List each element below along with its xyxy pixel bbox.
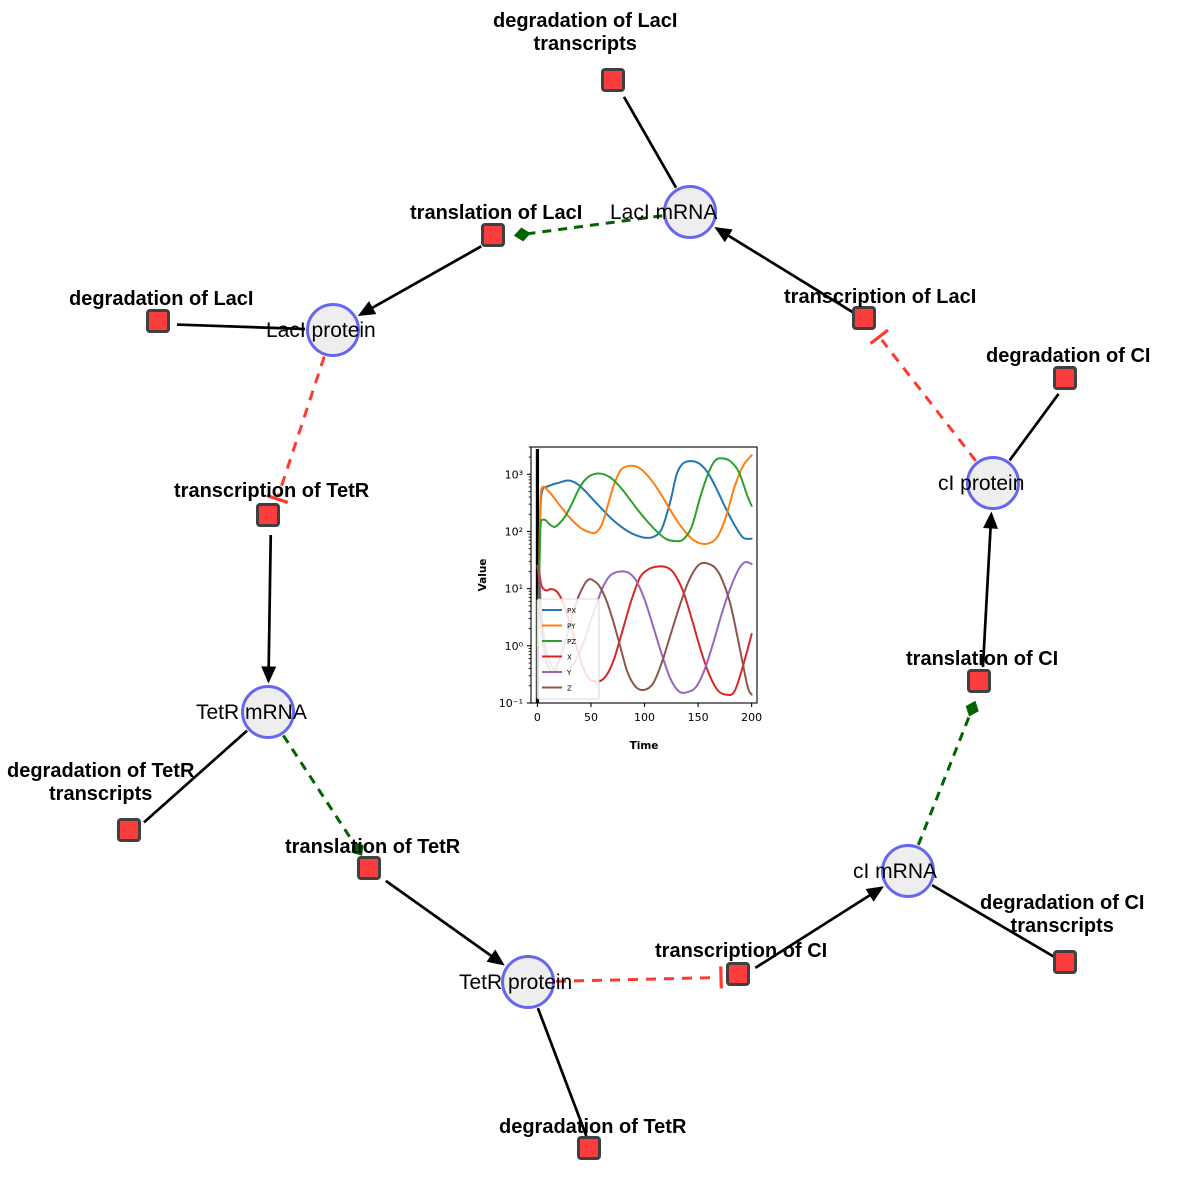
edge-transcription_laci-to-laci_mrna <box>714 226 854 314</box>
y-tick-label: 10⁻¹ <box>499 697 523 710</box>
transition-node-transcription_tetr[interactable] <box>256 503 280 527</box>
transition-node-translation_laci[interactable] <box>481 223 505 247</box>
edge-tetr_protein-to-transcription_ci <box>555 966 723 989</box>
transition-label-deg_tetr: degradation of TetR <box>499 1116 687 1138</box>
transition-label-deg_laci_transcripts: degradation of LacI transcripts <box>493 10 678 55</box>
edge-translation_tetr-to-tetr_protein <box>385 879 505 966</box>
legend-label-PX: PX <box>567 607 576 615</box>
transition-node-deg_laci[interactable] <box>146 309 170 333</box>
x-tick-label: 200 <box>741 711 762 724</box>
chart-legend: PX PY PZ XYZ <box>536 598 600 700</box>
x-tick-label: 0 <box>534 711 541 724</box>
place-node-tetr_mrna[interactable] <box>241 685 295 739</box>
transition-label-deg_ci_transcripts: degradation of CI transcripts <box>980 892 1145 937</box>
y-tick-label: 10³ <box>505 468 523 481</box>
edge-translation_laci-to-laci_protein <box>357 245 482 316</box>
transition-label-transcription_tetr: transcription of TetR <box>174 480 370 502</box>
series-line-PX <box>536 460 753 647</box>
place-node-tetr_protein[interactable] <box>501 955 555 1009</box>
transition-label-translation_ci: translation of CI <box>906 648 1059 670</box>
x-tick-label: 150 <box>688 711 709 724</box>
transition-node-deg_tetr_transcripts[interactable] <box>117 818 141 842</box>
transition-label-deg_tetr_transcripts: degradation of TetR transcripts <box>7 760 195 805</box>
y-tick-label: 10² <box>505 525 523 538</box>
transition-node-deg_ci[interactable] <box>1053 366 1077 390</box>
legend-label-PY: PY <box>567 623 576 631</box>
edge-laci_mrna-to-deg_laci_transcripts <box>622 96 678 189</box>
legend-label-PZ: PZ <box>567 638 576 646</box>
edge-ci_mrna-to-translation_ci <box>916 700 979 846</box>
x-tick-label: 100 <box>634 711 655 724</box>
edge-tetr_mrna-to-deg_tetr_transcripts <box>143 729 248 824</box>
x-axis-title: Time <box>630 740 659 752</box>
edge-ci_mrna-to-deg_ci_transcripts <box>931 884 1055 959</box>
transition-label-deg_ci: degradation of CI <box>986 345 1151 367</box>
place-label-ci_protein: cI protein <box>938 472 1025 495</box>
y-tick-label: 10¹ <box>505 583 523 596</box>
transition-label-transcription_laci: transcription of LacI <box>784 286 977 308</box>
transition-label-deg_laci: degradation of LacI <box>69 288 254 310</box>
edge-ci_protein-to-deg_ci <box>1008 393 1060 462</box>
legend-label-Z: Z <box>567 685 572 693</box>
transition-node-transcription_ci[interactable] <box>726 962 750 986</box>
legend-label-X: X <box>567 654 572 662</box>
transition-label-transcription_ci: transcription of CI <box>655 940 828 962</box>
edge-transcription_ci-to-ci_mrna <box>754 886 884 970</box>
transition-node-transcription_laci[interactable] <box>852 306 876 330</box>
place-node-ci_protein[interactable] <box>966 456 1020 510</box>
edge-tetr_protein-to-deg_tetr <box>536 1007 588 1137</box>
place-node-laci_protein[interactable] <box>306 303 360 357</box>
edge-ci_protein-to-transcription_laci <box>869 328 977 462</box>
x-tick-label: 50 <box>584 711 598 724</box>
legend-label-Y: Y <box>566 669 572 677</box>
place-label-ci_mrna: cI mRNA <box>853 860 937 883</box>
place-label-tetr_protein: TetR protein <box>459 971 573 994</box>
edge-transcription_tetr-to-tetr_mrna <box>261 534 277 684</box>
transition-node-deg_laci_transcripts[interactable] <box>601 68 625 92</box>
place-label-tetr_mrna: TetR mRNA <box>196 701 307 724</box>
series-line-PY <box>536 454 753 647</box>
chart-svg: 0 50 100 150 20010⁻¹10⁰10¹10²10³TimeValuePXP… <box>477 446 762 752</box>
edge-laci_mrna-to-translation_laci <box>513 214 663 242</box>
edge-tetr_mrna-to-translation_tetr <box>282 734 364 856</box>
transition-label-translation_laci: translation of LacI <box>410 202 583 224</box>
transition-node-translation_tetr[interactable] <box>357 856 381 880</box>
transition-node-translation_ci[interactable] <box>967 669 991 693</box>
y-axis-title: Value <box>477 559 489 592</box>
edge-laci_protein-to-deg_laci <box>176 323 306 331</box>
y-tick-label: 10⁰ <box>505 640 524 653</box>
place-label-laci_mrna: LacI mRNA <box>610 201 718 224</box>
series-line-PZ <box>536 457 753 647</box>
inset-timecourse-plot: 0 50 100 150 200 10⁻¹ 10⁰ 10¹ 10² 10³ Time Value PX P… <box>473 435 763 755</box>
place-label-laci_protein: LacI protein <box>266 319 376 342</box>
place-node-laci_mrna[interactable] <box>663 185 717 239</box>
place-node-ci_mrna[interactable] <box>881 844 935 898</box>
transition-label-translation_tetr: translation of TetR <box>285 836 461 858</box>
transition-node-deg_ci_transcripts[interactable] <box>1053 950 1077 974</box>
transition-node-deg_tetr[interactable] <box>577 1136 601 1160</box>
edge-laci_protein-to-transcription_tetr <box>266 356 326 504</box>
edge-translation_ci-to-ci_protein <box>981 511 999 668</box>
